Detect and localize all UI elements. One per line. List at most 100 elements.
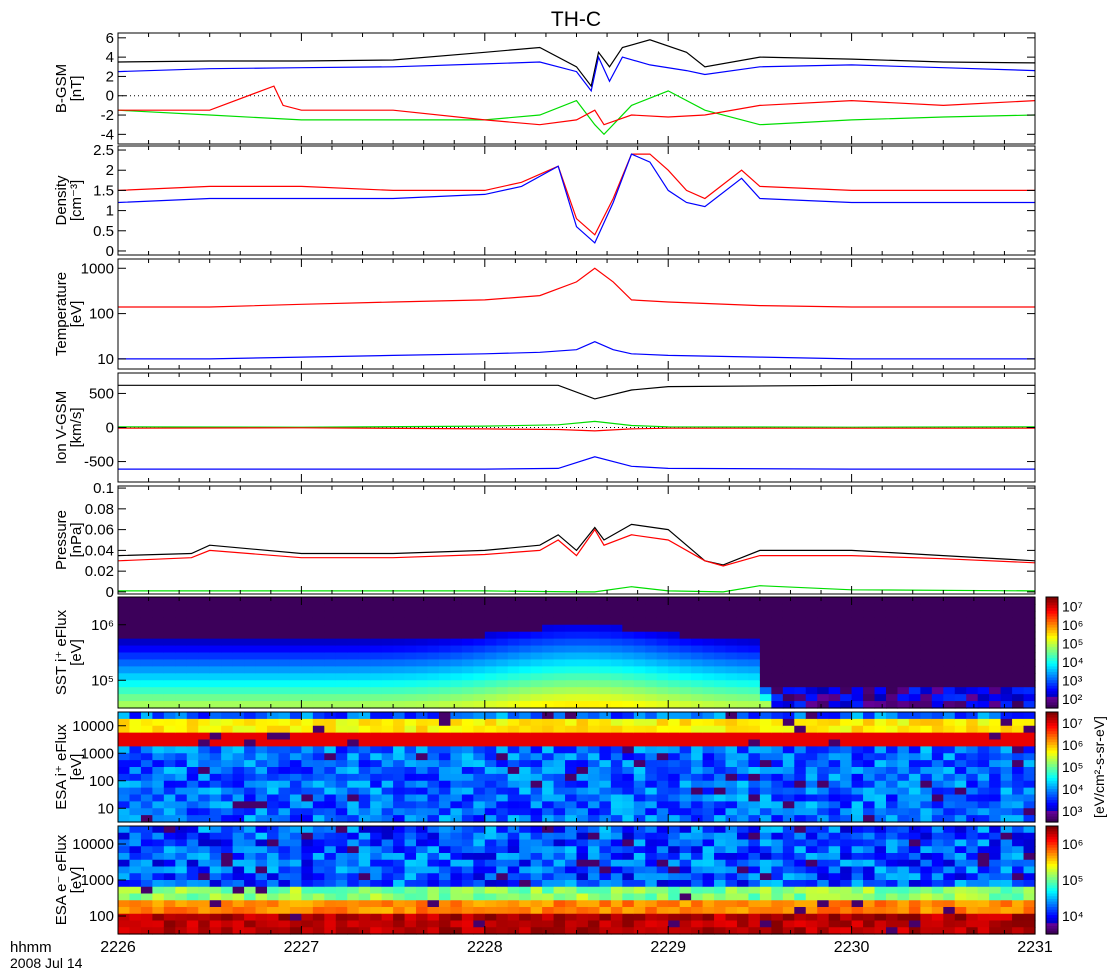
heatmap-cell [576, 712, 589, 720]
heatmap-cell [702, 920, 715, 928]
heatmap-cell [530, 927, 543, 935]
heatmap-cell [736, 610, 750, 619]
heatmap-cell [863, 638, 876, 647]
heatmap-cell [129, 732, 142, 741]
heatmap-cell [668, 666, 681, 674]
heatmap-cell [610, 927, 623, 935]
heatmap-cell [163, 753, 176, 761]
heatmap-cell [565, 659, 578, 667]
heatmap-cell [416, 907, 429, 915]
heatmap-cell [519, 624, 532, 633]
heatmap-cell [759, 753, 772, 761]
heatmap-cell [1023, 846, 1036, 854]
heatmap-cell [736, 893, 750, 901]
heatmap-cell [599, 760, 612, 768]
heatmap-cell [794, 753, 807, 761]
heatmap-cell [576, 739, 589, 747]
heatmap-cell [209, 645, 222, 654]
heatmap-cell [565, 839, 578, 847]
heatmap-cell [748, 725, 761, 734]
heatmap-cell [805, 880, 818, 888]
heatmap-cell [438, 694, 452, 702]
heatmap-cell [622, 638, 635, 647]
heatmap-cell [794, 808, 807, 816]
heatmap-cell [370, 839, 383, 847]
heatmap-cell [416, 801, 429, 809]
heatmap-cell [622, 853, 635, 861]
heatmap-cell [289, 826, 302, 834]
heatmap-cell [335, 846, 348, 854]
heatmap-cell [885, 666, 899, 674]
heatmap-cell [851, 673, 864, 681]
heatmap-cell [301, 610, 314, 619]
heatmap-cell [278, 832, 291, 841]
heatmap-cell [805, 767, 818, 775]
heatmap-cell [794, 859, 807, 868]
heatmap-cell [633, 645, 646, 654]
heatmap-cell [794, 638, 807, 647]
heatmap-cell [725, 739, 738, 747]
heatmap-cell [209, 880, 222, 888]
heatmap-cell [989, 866, 1002, 874]
colorbar-tick-label-6-1: 10⁶ [1062, 737, 1083, 753]
heatmap-cell [301, 859, 314, 868]
heatmap-cell [530, 859, 543, 868]
heatmap-cell [943, 801, 956, 809]
heatmap-cell [656, 645, 669, 654]
heatmap-cell [484, 687, 497, 695]
heatmap-cell [679, 832, 692, 841]
heatmap-cell [668, 680, 681, 688]
heatmap-cell [610, 826, 623, 834]
heatmap-cell [725, 701, 738, 709]
heatmap-cell [691, 893, 704, 901]
heatmap-cell [404, 597, 417, 605]
heatmap-cell [966, 624, 979, 633]
heatmap-cell [129, 832, 142, 841]
heatmap-cell [209, 712, 222, 720]
series-line-1-1 [117, 153, 1035, 244]
heatmap-cell [232, 826, 245, 834]
heatmap-cell [794, 886, 807, 895]
heatmap-cell [267, 701, 280, 709]
heatmap-cell [519, 603, 532, 612]
heatmap-cell [289, 832, 302, 841]
heatmap-cell [278, 780, 291, 789]
heatmap-cell [943, 839, 956, 847]
heatmap-cell [966, 753, 979, 761]
heatmap-cell [1023, 907, 1036, 915]
heatmap-cell [771, 886, 784, 895]
heatmap-cell [702, 927, 715, 935]
heatmap-cell [622, 712, 635, 720]
colorbar-cell [1046, 702, 1058, 706]
heatmap-cell [610, 712, 623, 720]
heatmap-cell [267, 794, 280, 802]
heatmap-cell [633, 687, 646, 695]
heatmap-cell [358, 652, 371, 661]
heatmap-cell [335, 712, 348, 720]
heatmap-cell [782, 893, 795, 901]
heatmap-cell [335, 913, 348, 922]
heatmap-cell [874, 739, 887, 747]
heatmap-cell [381, 773, 394, 782]
heatmap-cell [817, 787, 830, 796]
heatmap-cell [175, 832, 188, 841]
heatmap-cell [1023, 866, 1036, 874]
heatmap-cell [771, 839, 784, 847]
heatmap-cell [152, 927, 165, 935]
heatmap-cell [484, 900, 497, 908]
heatmap-cell [530, 597, 543, 605]
heatmap-cell [817, 610, 830, 619]
heatmap-cell [312, 787, 325, 796]
heatmap-cell [542, 866, 555, 874]
heatmap-cell [874, 659, 887, 667]
heatmap-cell [461, 603, 474, 612]
heatmap-cell [450, 603, 463, 612]
heatmap-cell [943, 832, 956, 841]
heatmap-cell [244, 652, 257, 661]
colorbar-cell [1046, 813, 1058, 818]
heatmap-cell [198, 907, 211, 915]
heatmap-cell [714, 673, 727, 681]
heatmap-cell [771, 645, 784, 654]
heatmap-cell [1023, 645, 1036, 654]
colorbar-cell [1046, 800, 1058, 804]
